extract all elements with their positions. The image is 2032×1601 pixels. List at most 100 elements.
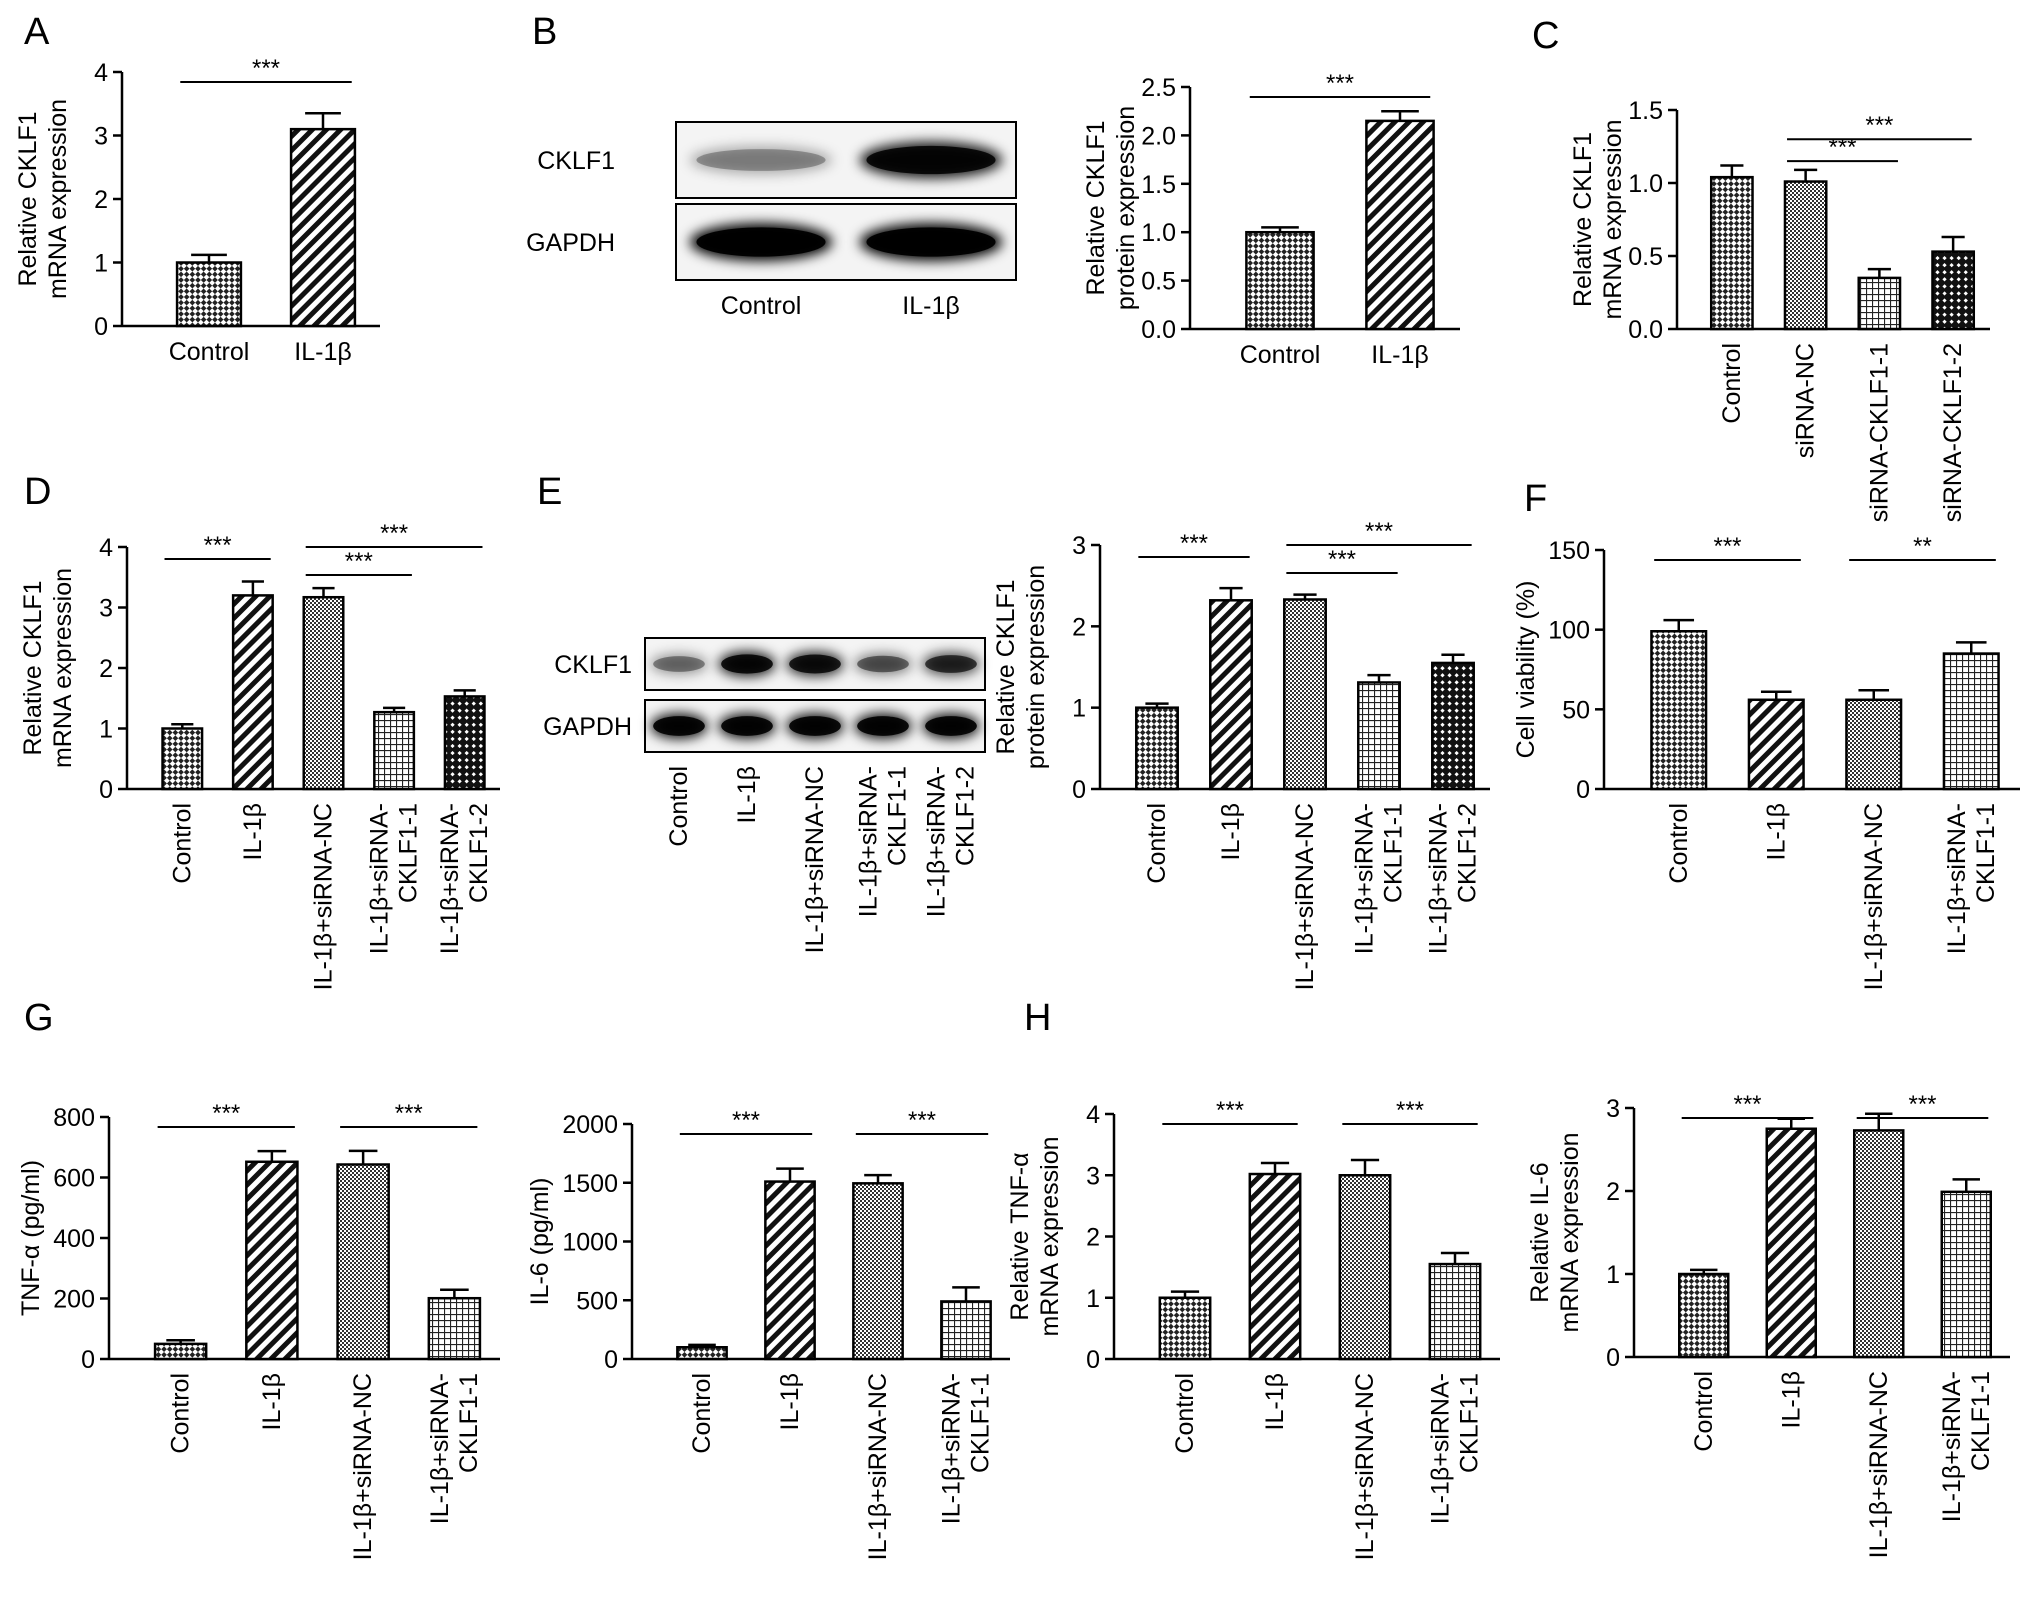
- chart-G2: 0 500 1000 1500 2000 IL-6 (pg/ml) Control IL-1β…: [526, 1107, 1010, 1560]
- x-tick-label: Control: [688, 1373, 716, 1454]
- blot-band-core: [789, 654, 841, 674]
- bar: [1783, 180, 1828, 331]
- bar: [676, 1346, 728, 1361]
- x-tick-label: CKLF1-1: [455, 1373, 483, 1473]
- bar: [1338, 1174, 1392, 1361]
- bar: [1650, 630, 1708, 791]
- significance-label: ***: [204, 532, 232, 559]
- y-axis-label: TNF-α (pg/ml): [17, 1160, 45, 1316]
- x-tick-label: IL-1β: [294, 338, 351, 366]
- bar: [1431, 661, 1475, 791]
- x-tick-label: CKLF1-1: [1456, 1373, 1484, 1473]
- blot-lane-label: CKLF1-2: [952, 766, 980, 866]
- chart-D: 0 1 2 3 4 Relative CKLF1 mRNA expression Contro…: [19, 471, 500, 990]
- western-blot-E: CKLF1 GAPDH Control IL-1β IL-1β+siRNA-NC IL-1…: [543, 637, 986, 953]
- blot-band-core: [789, 716, 841, 736]
- blot-band-core: [857, 716, 909, 736]
- x-tick-label: CKLF1-1: [1380, 803, 1408, 903]
- x-tick-label: IL-1β+siRNA-: [1351, 803, 1379, 954]
- blot-lane-label: IL-1β+siRNA-NC: [801, 766, 829, 953]
- bar: [1365, 119, 1435, 331]
- x-tick-label: IL-1β: [1217, 803, 1245, 860]
- blot-lane-label: IL-1β: [902, 292, 959, 320]
- y-axis-label: mRNA expression: [1556, 1132, 1584, 1332]
- x-tick-label: Control: [1718, 343, 1746, 424]
- bar: [1942, 652, 2000, 791]
- x-tick-label: IL-1β+siRNA-NC: [1291, 803, 1319, 990]
- bar: [940, 1300, 992, 1361]
- panel-label: G: [24, 997, 54, 1039]
- chart-G1: 0 200 400 600 800 TNF-α (pg/ml) Control IL-1β IL…: [17, 997, 500, 1560]
- y-tick-label: 0.5: [1628, 243, 1663, 271]
- chart-H2: 0 1 2 3 Relative IL-6 mRNA expression Control I…: [1526, 1091, 2010, 1558]
- bar: [1678, 1272, 1730, 1359]
- significance-label: ***: [1713, 533, 1741, 560]
- bar: [1709, 175, 1754, 331]
- y-tick-label: 3: [1606, 1095, 1620, 1123]
- panel-label: C: [1532, 15, 1559, 57]
- significance-label: ***: [252, 55, 280, 82]
- y-axis-label: mRNA expression: [1599, 119, 1627, 319]
- x-tick-label: IL-1β+siRNA-NC: [349, 1373, 377, 1560]
- blot-lane-label: Control: [721, 292, 802, 320]
- y-tick-label: 1500: [562, 1170, 618, 1198]
- y-tick-label: 2: [99, 655, 113, 683]
- y-axis-label: Relative IL-6: [1526, 1162, 1554, 1302]
- blot-band-core: [696, 149, 826, 171]
- blot-band-core: [721, 654, 773, 674]
- x-tick-label: IL-1β: [776, 1373, 804, 1430]
- blot-band-core: [866, 227, 996, 257]
- x-tick-label: CKLF1-1: [1972, 803, 2000, 903]
- bar: [1158, 1296, 1212, 1361]
- chart-H1: 0 1 2 3 4 Relative TNF-α mRNA expression Contro…: [1006, 997, 1500, 1560]
- y-tick-label: 0: [1072, 776, 1086, 804]
- y-axis-label: protein expression: [1112, 106, 1140, 310]
- y-tick-label: 1: [1606, 1261, 1620, 1289]
- significance-label: ***: [212, 1100, 240, 1127]
- chart-F: 0 50 100 150 Cell viability (%) Control IL-1β I…: [1512, 478, 2020, 990]
- y-axis-label: Relative TNF-α: [1006, 1152, 1034, 1320]
- bar: [1845, 698, 1903, 791]
- blot-band-core: [653, 656, 705, 672]
- blot-band-core: [925, 655, 977, 673]
- bar: [161, 727, 204, 791]
- x-tick-label: Control: [1240, 341, 1321, 369]
- x-tick-label: IL-1β+siRNA-: [938, 1373, 966, 1524]
- x-tick-label: IL-1β: [1261, 1373, 1289, 1430]
- y-tick-label: 200: [53, 1286, 95, 1314]
- x-tick-label: IL-1β+siRNA-NC: [864, 1373, 892, 1560]
- x-tick-label: IL-1β+siRNA-: [366, 803, 394, 954]
- bar: [852, 1182, 904, 1361]
- panel-label: E: [537, 471, 562, 513]
- x-tick-label: siRNA-NC: [1792, 343, 1820, 458]
- x-tick-label: IL-1β: [1762, 803, 1790, 860]
- y-axis-label: Relative CKLF1: [992, 579, 1020, 754]
- significance-label: ***: [1326, 70, 1354, 97]
- panel-label: B: [532, 11, 557, 53]
- blot-lane-label: Control: [665, 766, 693, 847]
- bar: [427, 1296, 482, 1361]
- y-tick-label: 150: [1548, 537, 1590, 565]
- significance-label: ***: [380, 520, 408, 547]
- panel-label: D: [24, 471, 51, 513]
- y-tick-label: 2000: [562, 1111, 618, 1139]
- bar: [1931, 250, 1976, 331]
- bar: [175, 261, 243, 328]
- x-tick-label: IL-1β+siRNA-NC: [1860, 803, 1888, 990]
- bar: [1245, 230, 1315, 331]
- x-tick-label: IL-1β: [239, 803, 267, 860]
- y-axis-label: Cell viability (%): [1512, 581, 1540, 759]
- x-tick-label: siRNA-CKLF1-2: [1939, 343, 1967, 522]
- significance-label: ***: [345, 548, 373, 575]
- significance-label: ***: [1216, 1097, 1244, 1124]
- y-tick-label: 3: [94, 123, 108, 151]
- y-tick-label: 0: [94, 313, 108, 341]
- y-tick-label: 1: [1072, 695, 1086, 723]
- y-tick-label: 600: [53, 1165, 95, 1193]
- x-tick-label: CKLF1-1: [1967, 1371, 1995, 1471]
- significance-label: ***: [908, 1107, 936, 1134]
- y-axis-label: mRNA expression: [49, 568, 77, 768]
- y-tick-label: 0: [604, 1346, 618, 1374]
- y-tick-label: 1: [1086, 1285, 1100, 1313]
- y-tick-label: 0.0: [1628, 316, 1663, 344]
